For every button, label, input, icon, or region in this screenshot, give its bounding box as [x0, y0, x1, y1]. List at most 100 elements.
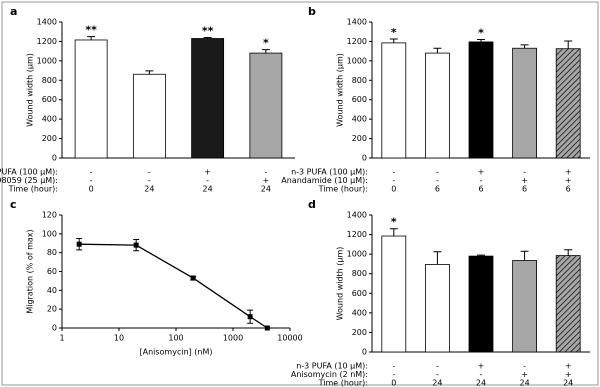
- bar: [132, 73, 166, 159]
- line: [79, 243, 268, 329]
- x-tick-label: 10: [114, 334, 124, 343]
- condition-label: n-3 PUFA (10 µM):: [296, 362, 368, 371]
- significance: *: [263, 37, 269, 50]
- condition-value: 24: [432, 379, 442, 387]
- y-tick-label: 1200: [347, 230, 367, 239]
- bar: [74, 39, 108, 159]
- condition-value: +: [521, 370, 528, 379]
- condition-value: 24: [144, 185, 154, 194]
- condition-value: 6: [435, 185, 440, 194]
- panel-label: d: [308, 198, 316, 211]
- condition-value: +: [263, 176, 270, 185]
- y-tick-label: 1000: [37, 56, 57, 65]
- condition-value: +: [565, 370, 572, 379]
- condition-label: PD098059 (25 µM):: [0, 176, 58, 185]
- condition-value: 0: [89, 185, 94, 194]
- y-tick-label: 1400: [347, 18, 367, 27]
- y-tick-label: 200: [42, 134, 57, 143]
- condition-value: +: [565, 362, 572, 371]
- bar: [381, 42, 407, 159]
- condition-value: -: [436, 362, 439, 371]
- x-tick-label: 1: [59, 334, 64, 343]
- x-tick-label: 100: [168, 334, 183, 343]
- y-tick-label: 1200: [347, 37, 367, 46]
- y-tick-label: 400: [42, 115, 57, 124]
- bar: [425, 52, 450, 159]
- error-bar: [389, 228, 398, 237]
- y-tick-label: 0: [52, 154, 57, 163]
- error-bar: [564, 40, 573, 49]
- condition-value: -: [206, 176, 209, 185]
- y-tick-label: 800: [352, 76, 367, 85]
- y-tick-label: 600: [42, 95, 57, 104]
- y-tick-label: 120: [42, 211, 57, 220]
- error-bar: [203, 37, 212, 39]
- condition-value: -: [392, 370, 395, 379]
- panel-label: a: [10, 5, 17, 18]
- condition-value: -: [90, 176, 93, 185]
- panel-label: b: [308, 5, 316, 18]
- condition-value: +: [521, 176, 528, 185]
- y-tick-label: 60: [47, 267, 57, 276]
- condition-value: -: [480, 176, 483, 185]
- error-bar: [520, 44, 529, 49]
- y-tick-label: 800: [42, 76, 57, 85]
- y-tick-label: 600: [352, 289, 367, 298]
- y-tick-label: 400: [352, 115, 367, 124]
- condition-value: 24: [261, 185, 271, 194]
- y-tick-label: 200: [352, 134, 367, 143]
- condition-value: -: [90, 168, 93, 177]
- point: [247, 314, 253, 320]
- condition-value: +: [478, 168, 485, 177]
- condition-value: -: [392, 362, 395, 371]
- condition-label: n-3 PUFA (100 µM):: [0, 168, 58, 177]
- error-bar: [433, 251, 442, 265]
- condition-label: Anandamide (10 µM):: [281, 176, 368, 185]
- y-tick-label: 0: [362, 154, 367, 163]
- condition-value: -: [264, 168, 267, 177]
- panel-label: c: [10, 198, 17, 211]
- condition-value: -: [436, 370, 439, 379]
- condition-label: Time (hour):: [8, 185, 58, 194]
- y-tick-label: 0: [52, 324, 57, 333]
- bar: [381, 235, 407, 353]
- bar: [555, 255, 581, 353]
- point: [264, 325, 270, 331]
- bar: [425, 264, 450, 353]
- condition-value: +: [204, 168, 211, 177]
- condition-value: 6: [522, 185, 527, 194]
- condition-value: -: [392, 168, 395, 177]
- condition-value: 24: [563, 379, 573, 387]
- y-tick-label: 0: [362, 348, 367, 357]
- condition-value: -: [436, 176, 439, 185]
- bar: [512, 47, 537, 159]
- error-bar: [477, 38, 485, 42]
- point: [133, 242, 139, 248]
- condition-value: +: [565, 176, 572, 185]
- condition-label: Time (hour):: [318, 379, 368, 387]
- condition-value: +: [478, 362, 485, 371]
- condition-value: -: [148, 168, 151, 177]
- y-tick-label: 1000: [347, 250, 367, 259]
- condition-value: -: [148, 176, 151, 185]
- condition-value: -: [436, 168, 439, 177]
- bar: [512, 260, 537, 353]
- condition-label: Anisomycin (2 nM):: [291, 370, 368, 379]
- significance: *: [478, 26, 484, 39]
- y-axis-label: Wound width (µm): [336, 247, 345, 321]
- condition-value: 24: [520, 379, 530, 387]
- condition-label: n-3 PUFA (100 µM):: [291, 168, 368, 177]
- y-axis-label: Wound width (µm): [336, 53, 345, 127]
- x-axis-label: [Anisomycin] (nM): [139, 348, 212, 357]
- error-bar: [145, 70, 154, 75]
- y-tick-label: 1000: [347, 56, 367, 65]
- y-tick-label: 1200: [37, 37, 57, 46]
- condition-value: 6: [566, 185, 571, 194]
- error-bar: [564, 249, 573, 256]
- error-bar: [389, 38, 398, 43]
- y-axis-label: Wound width (µm): [26, 53, 35, 127]
- error-bar: [477, 254, 485, 257]
- condition-value: -: [480, 370, 483, 379]
- condition-value: +: [565, 168, 572, 177]
